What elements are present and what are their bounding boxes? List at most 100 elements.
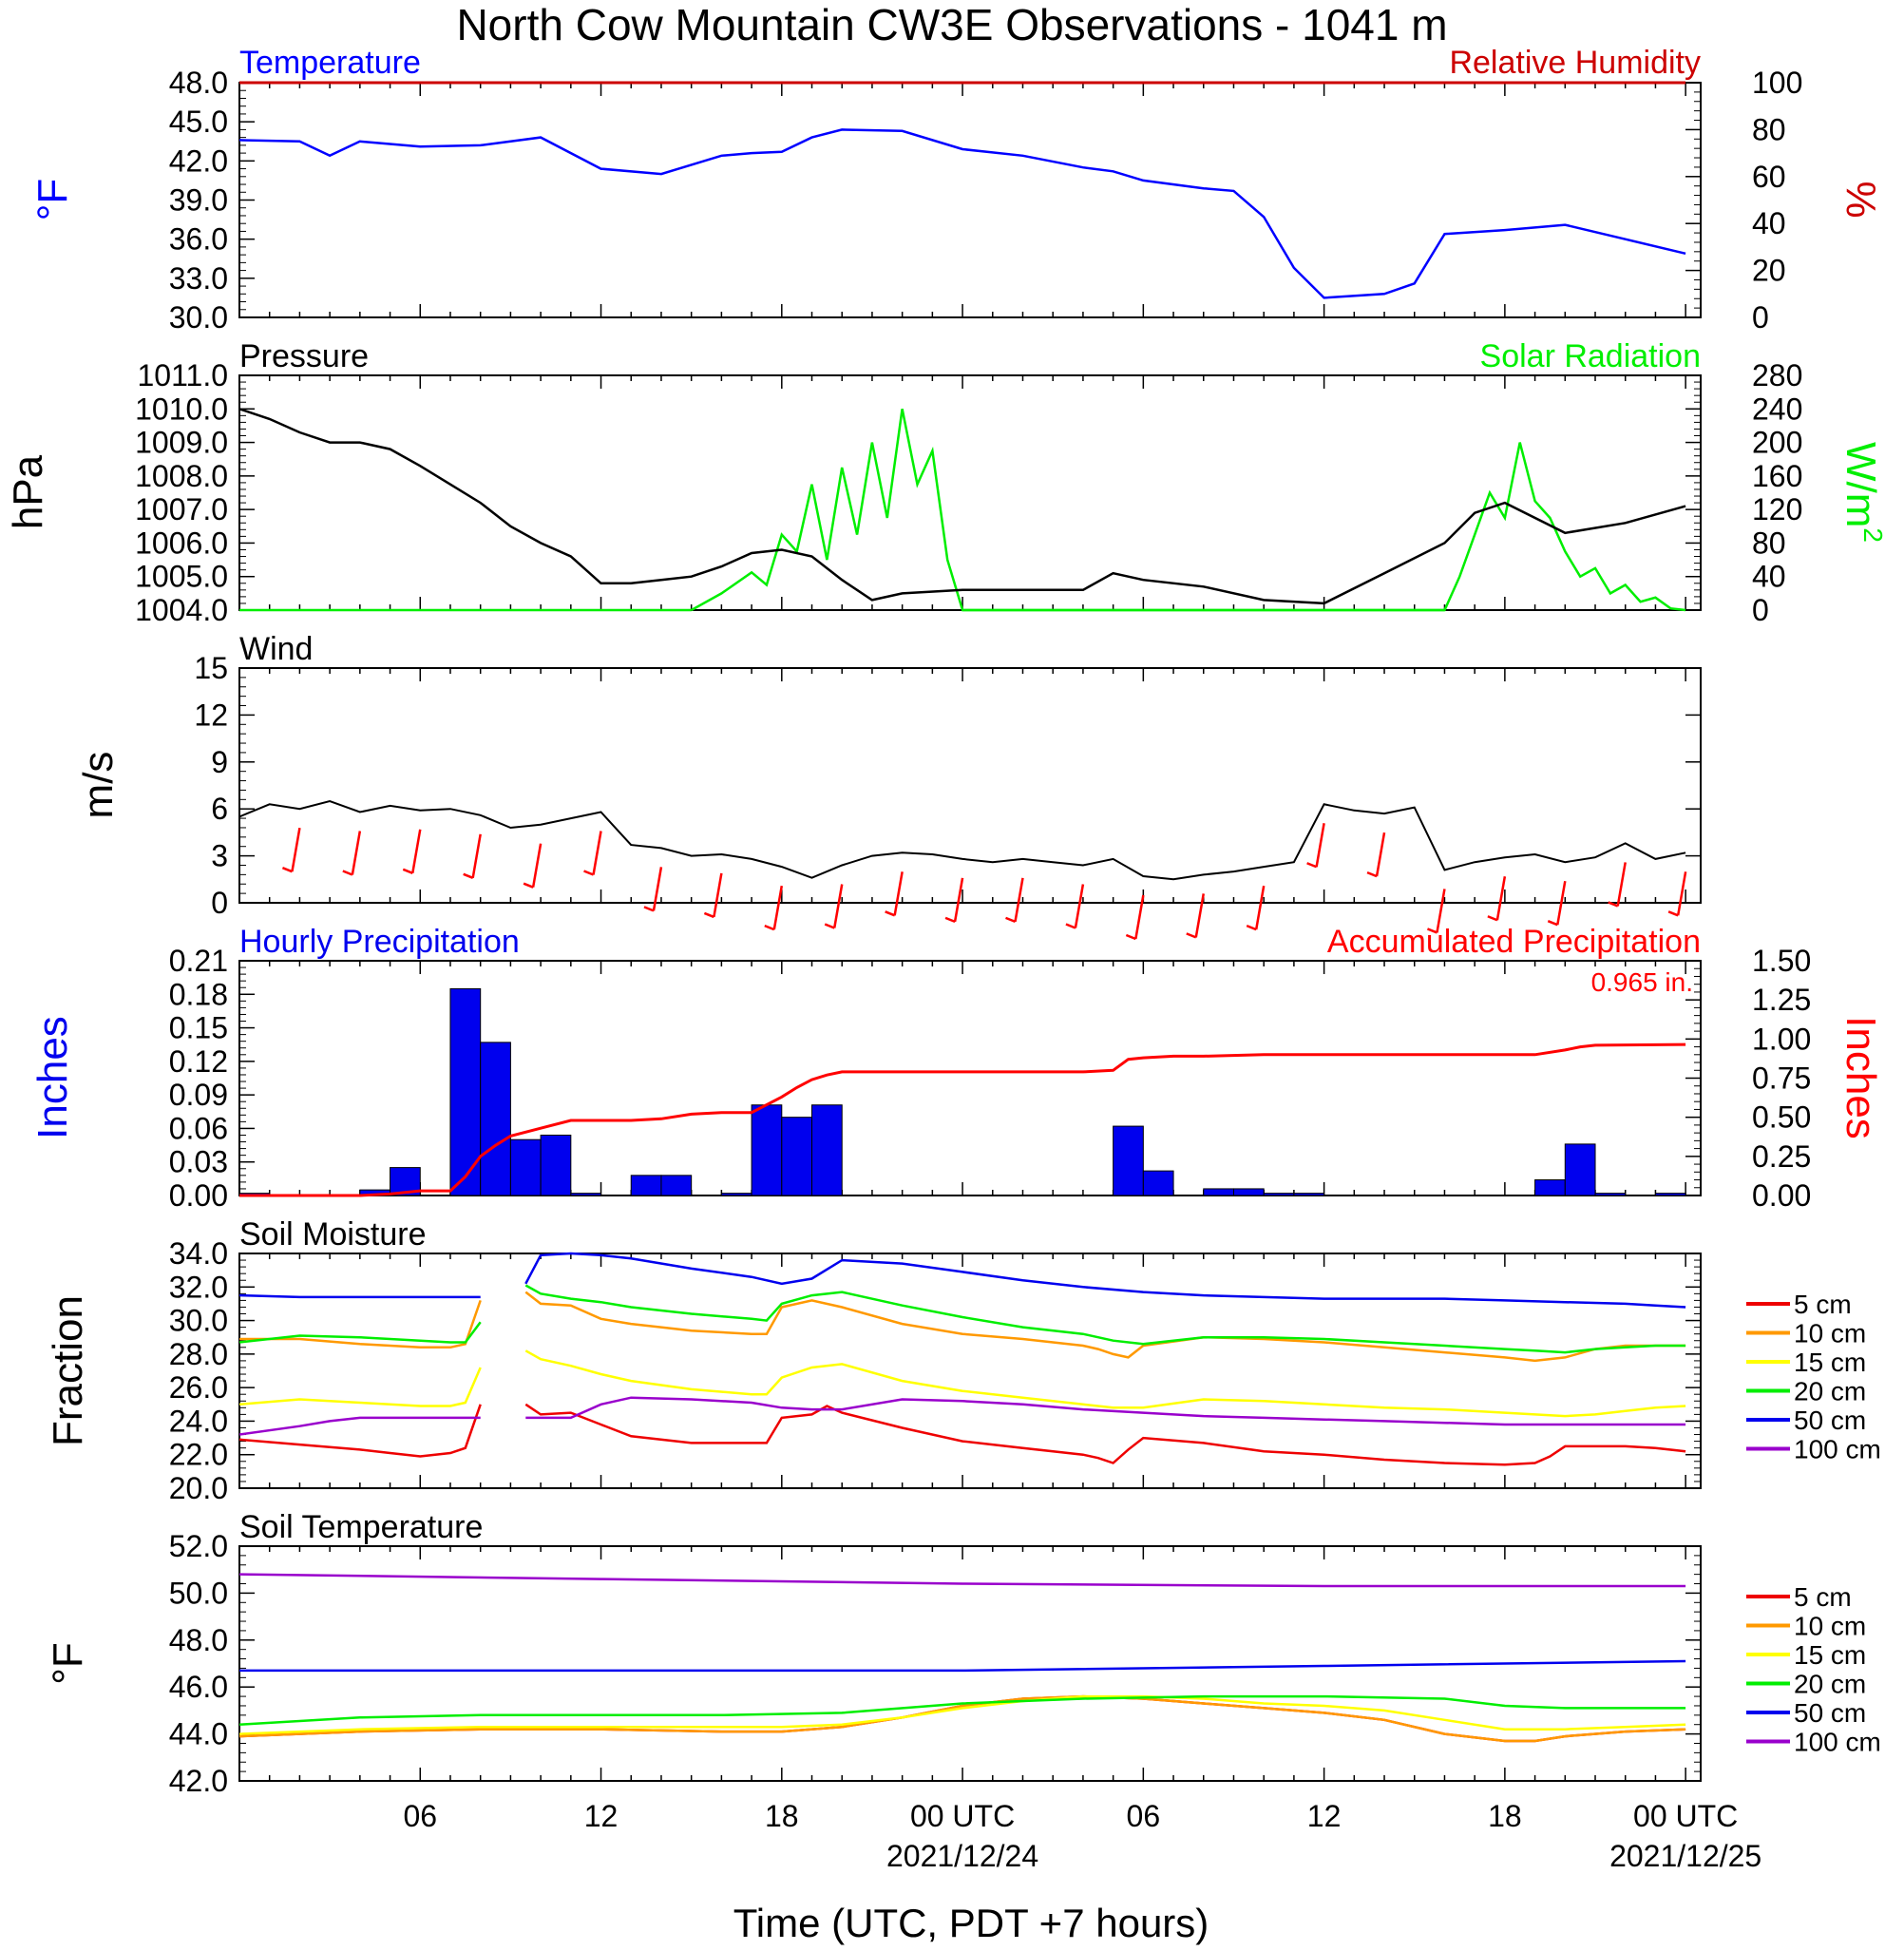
pressure-unit: hPa [5, 454, 51, 529]
soil-temperature-legend-label: 10 cm [1794, 1612, 1866, 1641]
soil-moisture-line [238, 1349, 1686, 1418]
humidity-unit: % [1837, 181, 1884, 218]
wind-barb-flag [1186, 932, 1197, 939]
hourly-precip-tick-label: 0.03 [169, 1145, 228, 1179]
accum-precip-tick-label: 1.50 [1752, 944, 1811, 978]
pressure-tick-label: 1011.0 [138, 358, 229, 392]
accum-precip-title: Accumulated Precipitation [1327, 924, 1701, 960]
wind-barb-flag [1487, 915, 1498, 922]
solar-tick-label: 240 [1752, 392, 1802, 426]
pressure-tick-label: 1005.0 [135, 560, 228, 594]
precip-bar [570, 1193, 602, 1196]
hourly-precip-tick-label: 0.06 [169, 1111, 228, 1145]
wind-barb [713, 872, 723, 918]
wind-barb-flag [583, 870, 595, 876]
wind-barb-flag [824, 923, 835, 929]
wind-barb-flag [944, 916, 956, 924]
wind-barb [291, 827, 301, 872]
soil-moisture-title: Soil Moisture [239, 1216, 427, 1253]
accum-precip-tick-label: 1.00 [1752, 1022, 1811, 1056]
wind-barb [832, 884, 844, 928]
wind-frame [238, 667, 1702, 904]
wind-barb [411, 829, 422, 874]
wind-barb-flag [1608, 901, 1619, 908]
panels: 48.045.042.039.036.033.030.0100806040200… [5, 45, 1888, 1798]
soil-temperature-line [238, 1573, 1686, 1588]
accum-precip-line [239, 1042, 1686, 1197]
wind-barb [471, 833, 482, 879]
pressure-tick-label: 1006.0 [135, 526, 228, 560]
temperature-line [238, 128, 1686, 299]
wind-speed-line [238, 799, 1686, 881]
wind-tick-label: 12 [194, 698, 228, 732]
hourly-precip-title: Hourly Precipitation [239, 924, 520, 960]
wind-barb-flag [1667, 910, 1679, 917]
wind-panel: 15 12 9 6 3 0 Wind m/s [75, 631, 1702, 941]
soil-moisture-tick-label: 28.0 [169, 1337, 228, 1371]
precip-bar [1263, 1193, 1295, 1196]
soil-temperature-legend-label: 100 cm [1794, 1728, 1881, 1757]
accum-precip-tick-label: 1.25 [1752, 983, 1811, 1017]
soil-temperature-title: Soil Temperature [239, 1509, 483, 1545]
date-label: 2021/12/24 [886, 1839, 1038, 1873]
temperature-tick-label: 39.0 [169, 183, 228, 218]
soil-moisture-line [238, 1284, 1686, 1354]
soil-temperature-legend-label: 50 cm [1794, 1698, 1866, 1728]
wind-tick-label: 15 [194, 651, 228, 685]
time-tick-label: 00 UTC [1633, 1799, 1738, 1833]
accum-precip-tick-label: 0.25 [1752, 1139, 1811, 1174]
soil-moisture-frame [238, 1253, 1702, 1489]
soil-temperature-unit: °F [45, 1642, 91, 1684]
soil-moisture-legend-label: 15 cm [1794, 1348, 1866, 1377]
wind-barb-flag [1065, 923, 1076, 929]
precip-bar [1203, 1188, 1234, 1196]
time-tick-label: 12 [1307, 1799, 1342, 1833]
wind-tick-label: 9 [211, 745, 228, 779]
soil-moisture-legend-label: 50 cm [1794, 1406, 1866, 1435]
precip-bar [1534, 1179, 1566, 1196]
soil-temperature-line [238, 1694, 1686, 1726]
humidity-tick-label: 100 [1752, 66, 1802, 100]
wind-barb-flag [643, 906, 655, 912]
soil-moisture-line [239, 1291, 1686, 1363]
hourly-precip-tick-label: 0.09 [169, 1078, 228, 1112]
soil-moisture-tick-label: 24.0 [169, 1404, 228, 1438]
wind-barb-flag [885, 910, 896, 917]
wind-barb-flag [281, 867, 293, 873]
soil-temperature-tick-label: 44.0 [169, 1717, 228, 1751]
solar-tick-label: 0 [1752, 593, 1769, 627]
date-label: 2021/12/25 [1609, 1839, 1761, 1873]
precip-bar [1142, 1170, 1174, 1196]
wind-barb [351, 831, 362, 875]
time-tick-label: 00 UTC [910, 1799, 1015, 1833]
time-tick-label: 12 [584, 1799, 619, 1833]
temperature-tick-label: 42.0 [169, 143, 228, 178]
humidity-tick-label: 60 [1752, 160, 1786, 194]
solar-unit: W/m2 [1837, 442, 1888, 543]
soil-temperature-panel: 52.0 50.0 48.0 46.0 44.0 42.0 Soil Temperature… [45, 1509, 1881, 1798]
wind-barb-flag [402, 868, 413, 875]
precip-bar [1232, 1188, 1265, 1196]
solar-tick-label: 120 [1752, 492, 1802, 526]
wind-barb-flag [1005, 916, 1016, 924]
x-axis-label: Time (UTC, PDT +7 hours) [733, 1901, 1209, 1945]
soil-moisture-legend-label: 5 cm [1794, 1290, 1852, 1319]
temperature-title: Temperature [239, 45, 421, 81]
solar-tick-label: 80 [1752, 526, 1786, 560]
soil-moisture-tick-label: 26.0 [169, 1370, 228, 1405]
soil-temperature-tick-label: 50.0 [169, 1576, 228, 1610]
wind-barb-flag [1306, 862, 1318, 869]
precip-bar [630, 1175, 662, 1196]
soil-moisture-tick-label: 22.0 [169, 1438, 228, 1472]
temperature-unit: °F [29, 179, 76, 220]
soil-temperature-line [238, 1694, 1686, 1735]
precip-bar [1293, 1193, 1325, 1196]
soil-temperature-legend-label: 5 cm [1794, 1582, 1852, 1612]
solar-title: Solar Radiation [1480, 338, 1701, 374]
wind-barb-flag [1366, 870, 1378, 878]
hourly-precip-tick-label: 0.00 [169, 1178, 228, 1213]
wind-barb-flag [463, 872, 474, 879]
wind-barb [1616, 862, 1627, 907]
humidity-tick-label: 80 [1752, 112, 1786, 146]
